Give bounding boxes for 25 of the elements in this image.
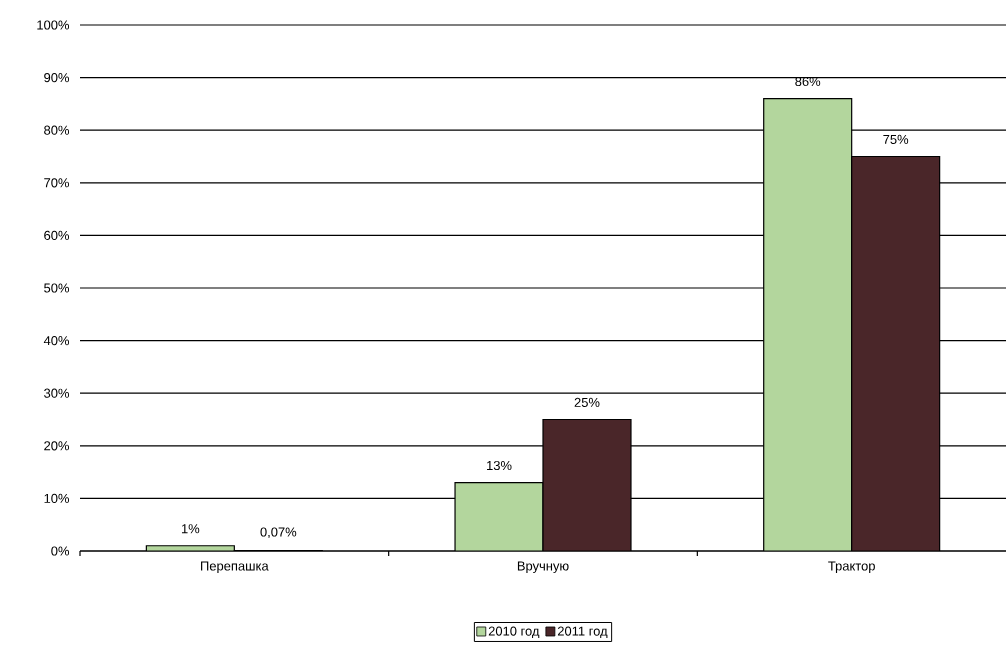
y-tick-label: 20% [44,441,70,451]
x-tick-label: Вручную [517,561,569,574]
data-label: 25% [574,397,600,407]
y-tick-label: 100% [37,20,70,30]
bar [851,155,941,551]
y-tick-label: 70% [44,178,70,188]
legend-label: 2010 год [488,626,540,639]
x-tick-label: Перепашка [201,561,269,574]
data-label: 75% [883,134,909,144]
bar [763,98,853,551]
y-tick-label: 90% [44,73,70,83]
bar [454,482,544,551]
x-tick-label: Трактор [828,561,875,574]
data-label: 13% [487,460,512,471]
data-label: 1% [181,524,200,534]
y-tick-label: 40% [43,336,70,346]
y-tick-label: 30% [44,388,70,398]
data-label: 0,07% [260,527,297,539]
y-tick-label: 60% [44,230,70,240]
y-tick-label: 10% [44,493,70,503]
y-tick-label: 0% [51,546,70,556]
y-tick-label: 80% [44,125,70,135]
bar [542,418,632,551]
y-tick-label: 50% [44,283,70,293]
legend-label: 2011 год [557,626,608,639]
